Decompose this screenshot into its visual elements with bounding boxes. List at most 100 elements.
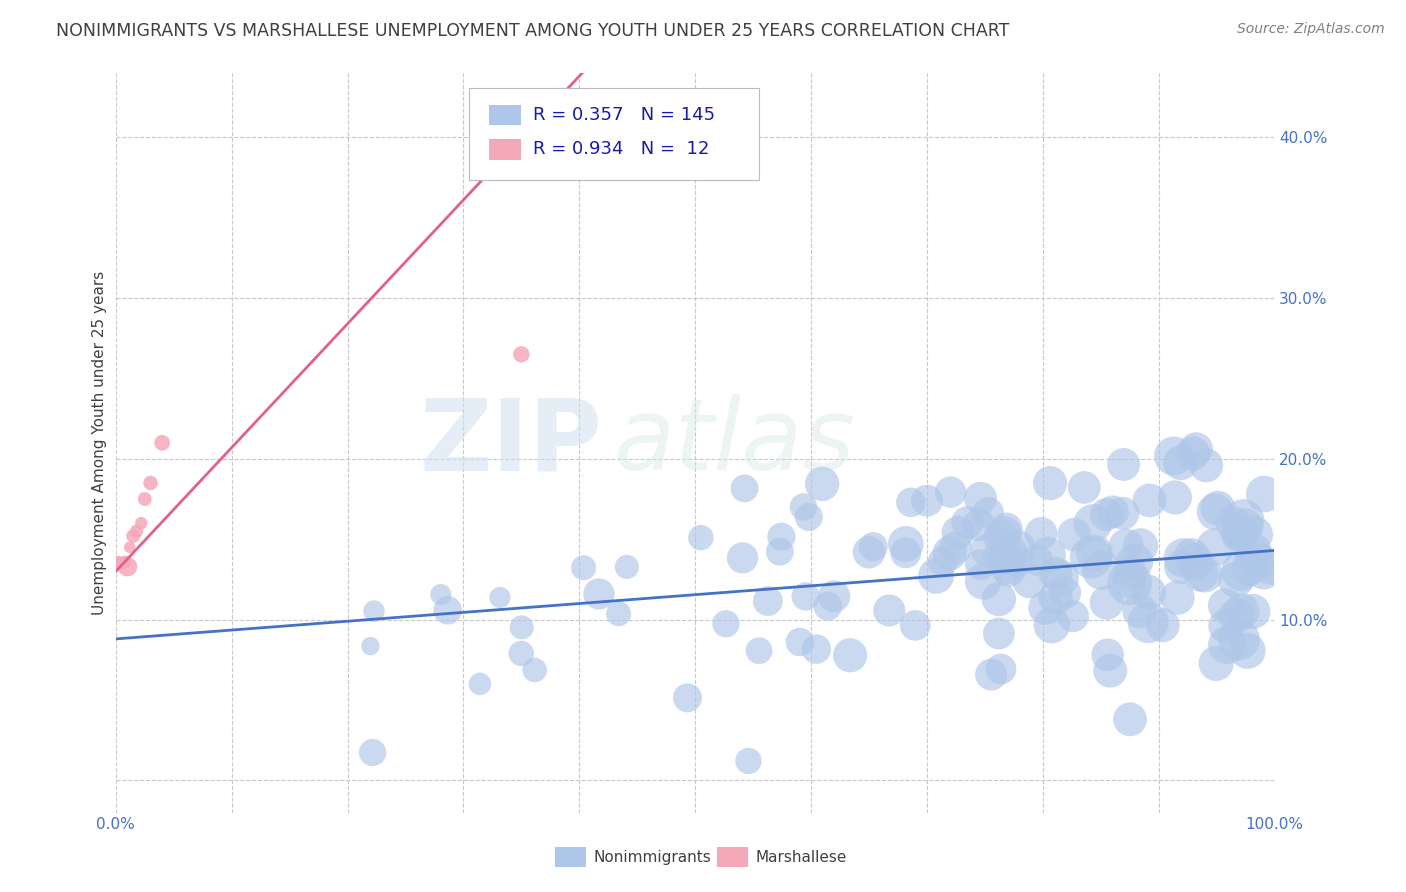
Point [1119,712,1142,726]
Point [932,555,955,569]
Point [1163,449,1185,463]
Point [980,667,1002,681]
Point [1253,563,1275,577]
Point [1063,527,1085,541]
Point [1230,604,1253,618]
Point [1216,638,1239,652]
Point [523,663,546,677]
Point [1112,458,1135,472]
Point [1119,576,1142,591]
Point [1258,559,1281,574]
Point [987,549,1010,563]
Point [858,545,880,559]
Point [1139,493,1161,508]
Point [1073,480,1095,494]
Point [1080,550,1102,565]
Point [1230,526,1253,541]
Text: Nonimmigrants: Nonimmigrants [593,850,711,864]
Point [1097,648,1119,662]
Point [1000,543,1022,558]
Point [607,607,630,621]
Point [1018,574,1040,588]
Point [689,531,711,545]
Text: ZIP: ZIP [419,394,602,491]
Point [792,500,814,514]
Text: Source: ZipAtlas.com: Source: ZipAtlas.com [1237,22,1385,37]
Point [969,491,991,506]
Point [359,639,381,653]
Point [107,557,129,571]
Point [1152,618,1174,632]
Y-axis label: Unemployment Among Youth under 25 years: Unemployment Among Youth under 25 years [93,270,107,615]
Point [1035,600,1057,615]
Point [1119,566,1142,580]
Point [150,435,173,450]
FancyBboxPatch shape [489,139,522,160]
Point [756,594,779,608]
Point [1227,632,1250,647]
Point [977,506,1000,520]
Point [998,563,1021,577]
Point [1247,554,1270,568]
Point [995,561,1018,575]
Point [967,517,990,532]
FancyBboxPatch shape [489,104,522,126]
Point [817,599,839,613]
Point [1227,524,1250,539]
Point [1099,664,1122,678]
Point [823,590,845,604]
Point [1115,539,1137,553]
Point [122,529,145,543]
Point [987,592,1010,607]
Point [1173,550,1195,565]
Point [894,537,917,551]
Point [1189,566,1212,581]
Point [806,642,828,657]
Point [1026,553,1049,567]
Point [904,618,927,632]
Point [972,574,994,589]
Point [1081,516,1104,531]
Point [1213,599,1236,613]
Point [468,677,491,691]
Point [588,587,610,601]
Point [1050,571,1073,585]
Point [797,510,820,524]
Point [1091,563,1114,577]
Point [976,542,998,557]
Text: NONIMMIGRANTS VS MARSHALLESE UNEMPLOYMENT AMONG YOUTH UNDER 25 YEARS CORRELATION: NONIMMIGRANTS VS MARSHALLESE UNEMPLOYMEN… [56,22,1010,40]
Point [1225,609,1247,624]
Point [938,546,960,560]
Point [1204,540,1226,554]
Point [769,544,792,558]
Point [969,558,991,572]
Point [731,550,754,565]
Point [1039,476,1062,491]
Point [714,616,737,631]
Point [1233,520,1256,534]
Point [1083,546,1105,560]
Point [489,591,512,605]
Point [1184,555,1206,569]
Point [995,521,1018,535]
Point [1129,539,1152,553]
Point [1170,456,1192,470]
Point [1166,591,1188,605]
Point [117,559,139,574]
Point [1128,604,1150,618]
Point [1225,573,1247,587]
Point [1045,591,1067,605]
Point [510,347,533,361]
Point [994,551,1017,566]
Point [1230,564,1253,578]
Point [1205,657,1227,671]
Point [900,495,922,509]
Point [1239,561,1261,575]
Point [1232,513,1254,527]
Point [572,560,595,574]
Point [862,540,884,554]
Point [1045,566,1067,581]
Point [811,476,834,491]
Text: atlas: atlas [614,394,856,491]
Point [1253,487,1275,501]
